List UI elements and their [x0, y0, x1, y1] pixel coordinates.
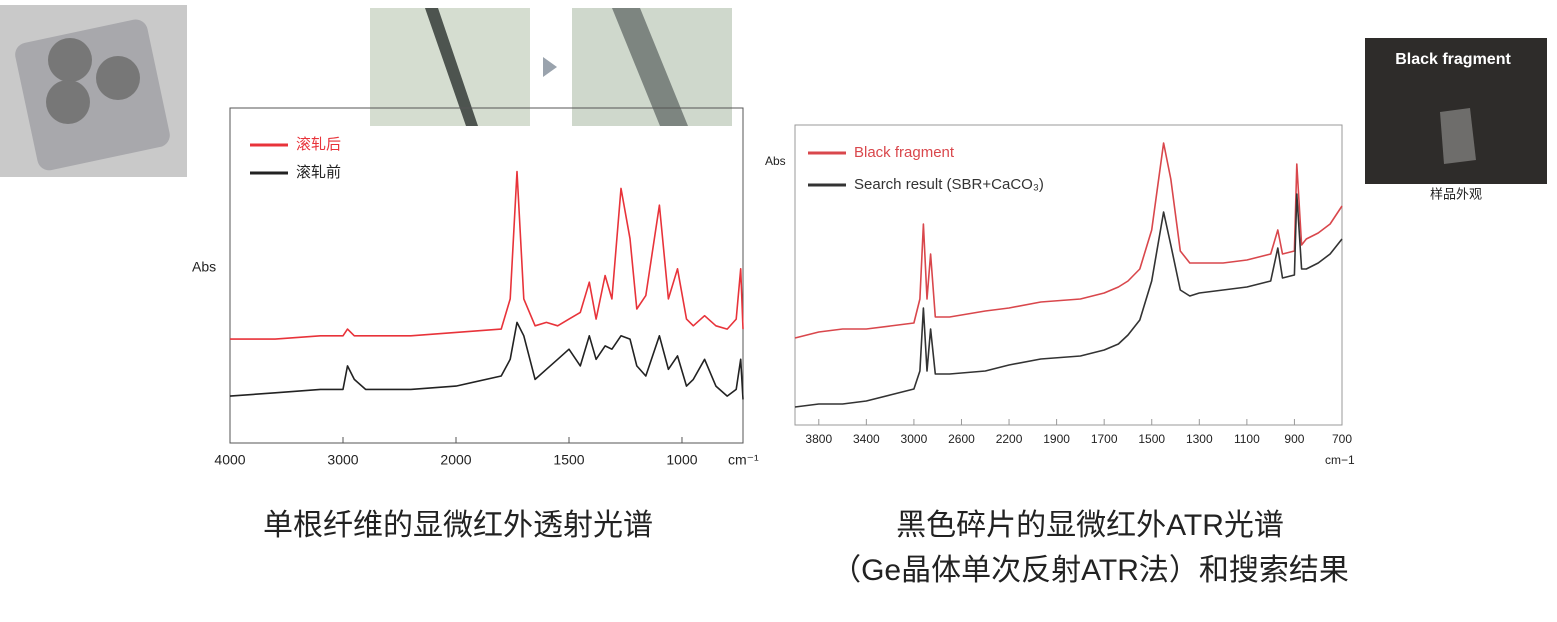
- caption: 单根纤维的显微红外透射光谱: [263, 509, 653, 542]
- device-disk: [48, 38, 92, 82]
- fiber: [612, 8, 688, 126]
- x-tick-label: 2600: [948, 432, 975, 446]
- device-plate: [15, 19, 170, 171]
- legend-label: Black fragment: [854, 144, 955, 161]
- x-tick-label: 3400: [853, 432, 880, 446]
- spectrum-line: [794, 142, 1343, 339]
- plot-frame: [794, 124, 1343, 426]
- x-tick-label: 1300: [1186, 432, 1213, 446]
- spectrum-line: [229, 321, 744, 400]
- y-axis-label: Abs: [765, 154, 786, 168]
- x-tick-label: 3800: [805, 432, 832, 446]
- x-tick-label: 3000: [327, 452, 358, 468]
- caption: （Ge晶体单次反射ATR法）和搜索结果: [831, 554, 1349, 587]
- x-tick-label: 1500: [553, 452, 584, 468]
- x-tick-label: 2200: [996, 432, 1023, 446]
- photo-caption: 样品外观: [1430, 186, 1482, 201]
- fragment: [1440, 108, 1476, 164]
- x-tick-label: 2000: [440, 452, 471, 468]
- x-tick-label: 1000: [666, 452, 697, 468]
- x-tick-label: 900: [1284, 432, 1304, 446]
- x-axis-label: cm⁻¹: [728, 452, 759, 468]
- legend-label: Search result (SBR+CaCO₃): [854, 176, 1044, 193]
- x-tick-label: 1700: [1091, 432, 1118, 446]
- legend-label: 滚轧后: [296, 136, 341, 153]
- fiber: [425, 8, 478, 126]
- y-axis-label: Abs: [192, 259, 216, 275]
- x-tick-label: 1500: [1138, 432, 1165, 446]
- arrow: [543, 57, 557, 77]
- spectrum-line: [230, 170, 744, 340]
- legend-label: 滚轧前: [296, 164, 341, 181]
- caption: 黑色碎片的显微红外ATR光谱: [896, 509, 1284, 542]
- x-tick-label: 3000: [901, 432, 928, 446]
- device-disk: [96, 56, 140, 100]
- plot-frame: [229, 107, 744, 444]
- device-disk: [46, 80, 90, 124]
- x-tick-label: 4000: [214, 452, 245, 468]
- x-axis-label: cm−1: [1325, 453, 1355, 467]
- x-tick-label: 700: [1332, 432, 1352, 446]
- x-tick-label: 1100: [1234, 432, 1260, 446]
- spectrum-line: [794, 193, 1343, 408]
- photo-title: Black fragment: [1395, 51, 1511, 68]
- x-tick-label: 1900: [1043, 432, 1070, 446]
